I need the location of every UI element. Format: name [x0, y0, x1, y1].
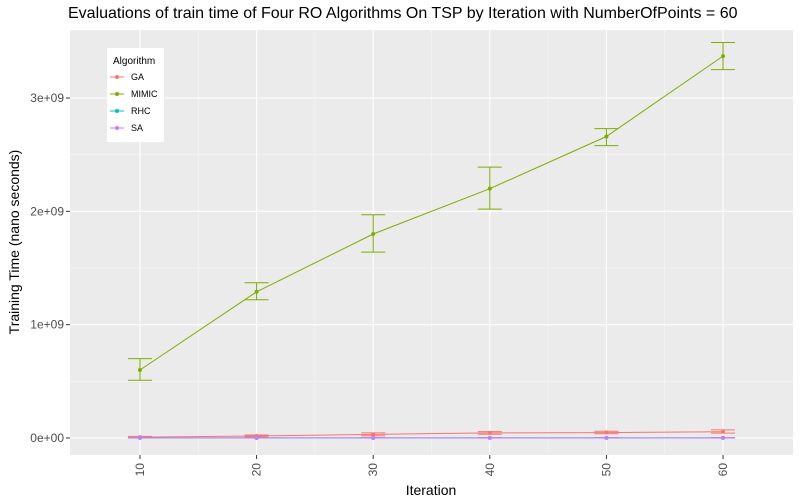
legend-item-sa: SA: [110, 123, 143, 133]
x-tick-label: 40: [483, 463, 497, 477]
legend-key-point: [115, 126, 119, 130]
data-point-mimic: [254, 289, 259, 294]
data-point-sa: [137, 435, 142, 440]
data-point-ga: [371, 432, 376, 437]
y-tick-label: 1e+09: [30, 318, 64, 332]
y-tick-label: 3e+09: [30, 91, 64, 105]
legend-items: GA MIMIC RHC SA: [110, 72, 158, 133]
data-point-mimic: [604, 134, 609, 139]
data-point-sa: [371, 435, 376, 440]
data-point-ga: [604, 430, 609, 435]
x-tick-label: 60: [716, 463, 730, 477]
x-tick-label: 30: [366, 463, 380, 477]
series-sa: [127, 435, 736, 440]
legend-title: Algorithm: [113, 56, 155, 67]
x-tick-label: 50: [599, 463, 613, 477]
y-tick-label: 2e+09: [30, 204, 64, 218]
data-point-ga: [487, 430, 492, 435]
legend-key-point: [115, 109, 119, 113]
series-line-mimic: [139, 55, 724, 371]
data-point-mimic: [487, 186, 492, 191]
data-point-mimic: [371, 232, 376, 236]
series-layer: [127, 41, 736, 440]
legend-item-mimic: MIMIC: [110, 89, 158, 99]
legend-item-ga: GA: [110, 72, 144, 82]
data-point-sa: [721, 435, 726, 440]
data-point-ga: [721, 429, 726, 434]
data-point-mimic: [137, 368, 142, 372]
legend-label: MIMIC: [131, 89, 158, 99]
y-axis-title: Training Time (nano seconds): [6, 150, 22, 335]
x-tick-label: 20: [250, 463, 264, 477]
y-tick-label: 0e+00: [30, 431, 64, 445]
legend-key-point: [115, 92, 119, 96]
legend-key-point: [115, 75, 119, 79]
series-mimic: [127, 41, 736, 381]
legend-label: GA: [131, 72, 144, 82]
data-point-sa: [487, 435, 492, 440]
data-point-mimic: [721, 54, 726, 59]
x-tick-label: 10: [133, 463, 147, 477]
chart-title: Evaluations of train time of Four RO Alg…: [68, 5, 738, 22]
x-axis-title: Iteration: [406, 482, 457, 498]
data-point-sa: [604, 435, 609, 440]
legend-item-rhc: RHC: [110, 106, 151, 116]
x-axis: 10 20 30 40 50 60: [133, 455, 730, 476]
legend: Algorithm GA MIMIC RHC SA: [107, 48, 164, 142]
data-point-sa: [254, 435, 259, 440]
series-line-ga: [139, 431, 724, 438]
legend-label: SA: [131, 123, 143, 133]
y-axis: 0e+00 1e+09 2e+09 3e+09: [30, 91, 70, 445]
legend-label: RHC: [131, 106, 151, 116]
